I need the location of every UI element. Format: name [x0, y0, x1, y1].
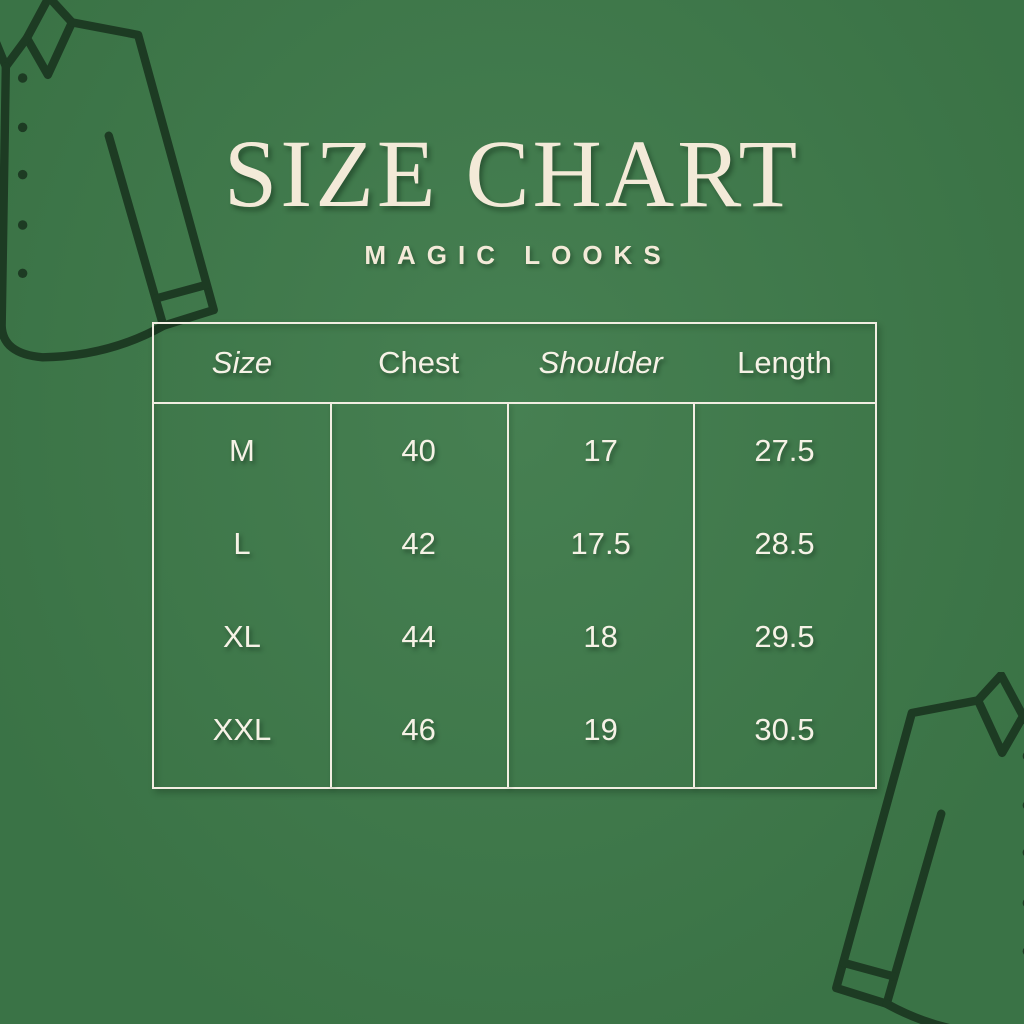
cell-chest: 42 [401, 525, 436, 561]
cell-size: XL [223, 618, 261, 654]
size-chart-table: Size Chest Shoulder Length M 40 17 27.5 … [152, 322, 877, 789]
column-divider [506, 404, 509, 787]
table-body: M 40 17 27.5 L 42 17.5 28.5 XL 44 18 29.… [154, 404, 875, 787]
cell-chest: 44 [401, 618, 436, 654]
column-header-length: Length [737, 345, 832, 380]
table-header-row: Size Chest Shoulder Length [154, 324, 875, 404]
cell-chest: 40 [401, 432, 436, 468]
cell-size: M [229, 432, 255, 468]
column-divider [329, 404, 332, 787]
column-divider [693, 404, 696, 787]
brand-subtitle: MAGIC LOOKS [364, 240, 672, 270]
cell-shoulder: 19 [583, 711, 618, 747]
shirt-outline-icon [0, 0, 240, 372]
cell-chest: 46 [401, 711, 436, 747]
cell-shoulder: 18 [583, 618, 618, 654]
column-header-chest: Chest [378, 345, 460, 380]
cell-length: 29.5 [754, 618, 815, 654]
column-header-shoulder: Shoulder [538, 345, 663, 380]
cell-size: L [233, 525, 251, 561]
column-header-size: Size [211, 345, 273, 380]
cell-shoulder: 17 [583, 432, 618, 468]
cell-length: 28.5 [754, 525, 815, 561]
shirt-outline-icon [810, 672, 1024, 1024]
cell-shoulder: 17.5 [570, 525, 631, 561]
cell-length: 27.5 [754, 432, 815, 468]
cell-length: 30.5 [754, 711, 815, 747]
cell-size: XXL [212, 711, 272, 747]
page-title: SIZE CHART [223, 120, 801, 227]
